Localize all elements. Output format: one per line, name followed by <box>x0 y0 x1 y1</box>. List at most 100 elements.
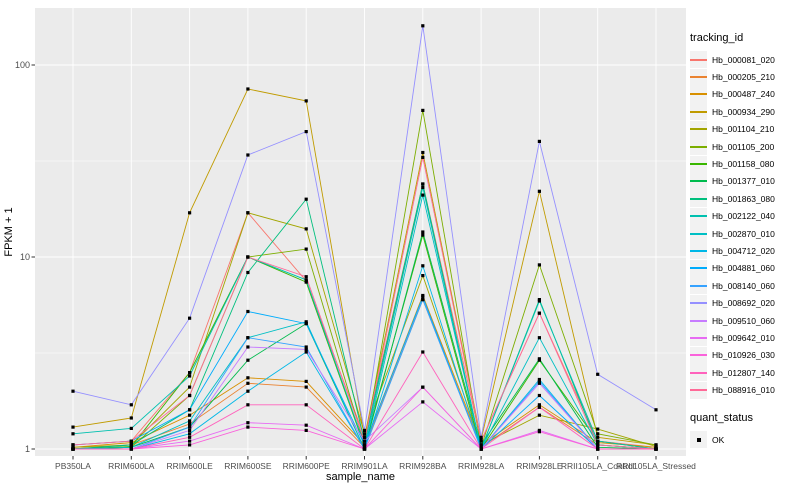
line-key-icon <box>690 381 707 399</box>
data-point <box>188 316 192 320</box>
ok-point-key-icon <box>690 431 707 448</box>
line-key-icon <box>690 85 707 103</box>
legend-label: Hb_002870_010 <box>712 228 775 239</box>
data-point <box>479 435 483 439</box>
legend-label: Hb_000205_210 <box>712 72 775 83</box>
legend-label: Hb_001105_200 <box>712 141 775 152</box>
data-point <box>188 428 192 432</box>
x-tick-label: RRII105LA_Stressed <box>616 461 696 471</box>
data-point <box>188 443 192 447</box>
line-key-icon <box>690 138 707 156</box>
line-key-icon <box>690 225 707 243</box>
data-point <box>596 443 600 447</box>
data-point <box>188 435 192 439</box>
data-point <box>246 403 250 407</box>
line-key-icon <box>690 155 707 173</box>
data-point <box>246 211 250 215</box>
legend-item-Hb_004712_020: Hb_004712_020 <box>690 242 798 260</box>
data-point <box>362 447 367 451</box>
legend-label: Hb_002122_040 <box>712 211 775 222</box>
line-key-icon <box>690 294 707 312</box>
data-point <box>188 425 192 429</box>
line-key-icon <box>690 329 707 347</box>
data-point <box>304 345 308 349</box>
legend-item-Hb_000205_210: Hb_000205_210 <box>690 68 798 86</box>
data-point <box>537 263 541 267</box>
legend-item-Hb_001863_080: Hb_001863_080 <box>690 190 798 208</box>
line-key-icon <box>690 277 707 295</box>
data-point <box>304 99 308 103</box>
data-point <box>596 435 600 439</box>
data-point <box>537 379 541 383</box>
legend-label: Hb_001158_080 <box>712 159 775 170</box>
legend-item-Hb_004881_060: Hb_004881_060 <box>690 259 798 277</box>
x-tick-label: RRIM928LA <box>458 461 505 471</box>
data-point <box>537 311 541 315</box>
data-point <box>537 393 541 398</box>
data-point <box>188 439 192 443</box>
data-point <box>421 233 425 237</box>
data-point <box>71 447 75 451</box>
data-point <box>537 381 541 385</box>
data-point <box>596 427 600 431</box>
line-key-icon <box>690 190 707 208</box>
data-point <box>304 403 308 407</box>
data-point <box>479 447 483 451</box>
data-point <box>304 423 308 427</box>
data-point <box>304 320 308 324</box>
data-point <box>129 403 133 407</box>
line-key-icon <box>690 364 707 382</box>
data-point <box>246 255 250 259</box>
legend-label: Hb_009642_010 <box>712 332 775 343</box>
legend-label: Hb_004881_060 <box>712 263 775 274</box>
data-point <box>421 193 425 197</box>
legend-label: Hb_010926_030 <box>712 350 775 361</box>
data-point <box>537 413 541 417</box>
data-point <box>596 439 600 443</box>
line-key-icon <box>690 51 707 69</box>
data-point <box>246 421 250 425</box>
data-point <box>421 155 425 159</box>
data-point <box>596 432 600 436</box>
data-point <box>537 357 541 361</box>
legend-item-Hb_008140_060: Hb_008140_060 <box>690 277 798 295</box>
data-point <box>188 211 192 215</box>
legend-item-Hb_012807_140: Hb_012807_140 <box>690 364 798 382</box>
data-point <box>246 270 250 275</box>
data-point <box>129 416 133 420</box>
legend-item-Hb_009642_010: Hb_009642_010 <box>690 329 798 347</box>
data-point <box>188 408 192 412</box>
data-point <box>304 385 308 389</box>
line-key-icon <box>690 103 707 121</box>
legend-label: Hb_088916_010 <box>712 385 775 396</box>
x-tick-label: RRIM901LA <box>341 461 388 471</box>
data-point <box>304 130 308 134</box>
data-point <box>71 443 75 447</box>
legend-title-tracking-id: tracking_id <box>690 32 744 44</box>
data-point <box>304 428 308 432</box>
legend-items-tracking-id: Hb_000081_020 Hb_000205_210 Hb_000487_240 H… <box>690 51 798 399</box>
data-point <box>129 443 133 447</box>
data-point <box>304 197 308 201</box>
data-point <box>71 425 75 429</box>
legend-item-Hb_001377_010: Hb_001377_010 <box>690 172 798 190</box>
data-point <box>421 298 425 302</box>
data-point <box>188 371 192 375</box>
legend-item-Hb_001104_210: Hb_001104_210 <box>690 120 798 138</box>
data-point <box>246 389 250 393</box>
data-point <box>246 381 250 385</box>
data-point <box>421 400 425 404</box>
data-point <box>188 413 192 417</box>
x-tick-label: RRII105LA_Control <box>561 461 635 471</box>
data-point <box>246 358 250 362</box>
data-point <box>71 389 75 393</box>
data-point <box>246 376 250 380</box>
data-point <box>246 87 250 91</box>
legend-label: Hb_001377_010 <box>712 176 775 187</box>
data-point <box>362 443 367 447</box>
data-point <box>654 447 658 451</box>
data-point <box>246 153 250 157</box>
line-key-icon <box>690 120 707 138</box>
data-point <box>421 150 425 155</box>
